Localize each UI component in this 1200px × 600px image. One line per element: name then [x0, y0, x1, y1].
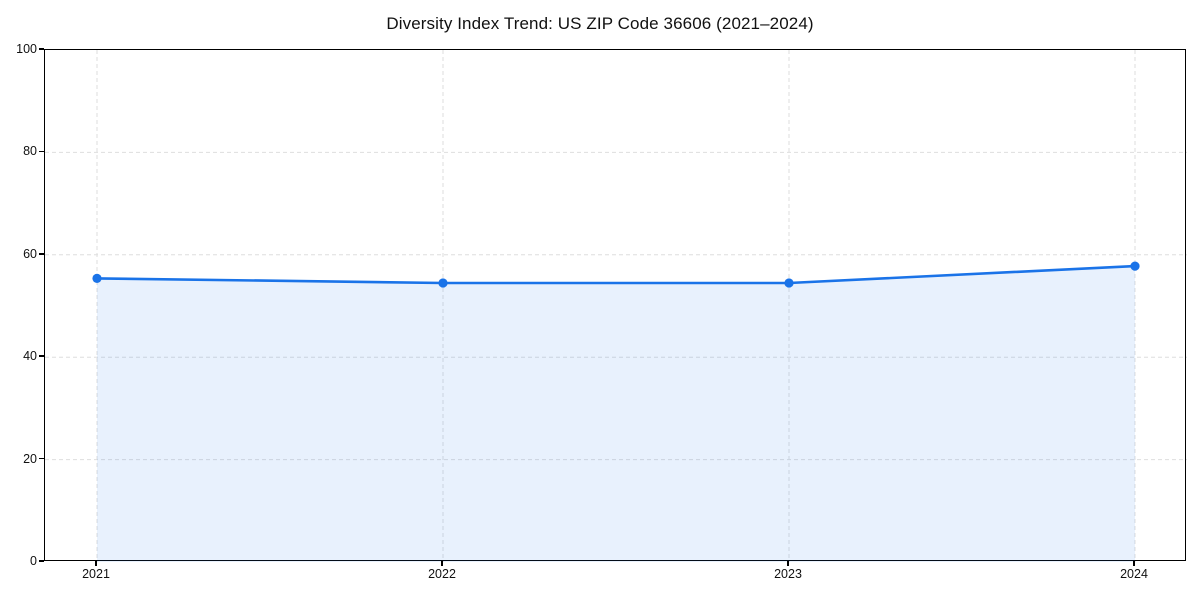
x-tick-mark [441, 561, 443, 566]
y-tick-mark [39, 253, 44, 255]
data-point [784, 278, 794, 288]
x-tick-mark [787, 561, 789, 566]
y-tick-mark [39, 457, 44, 460]
x-tick-mark [95, 561, 97, 566]
y-tick-mark [39, 560, 44, 562]
x-tick-label: 2022 [428, 567, 456, 581]
data-point [438, 278, 448, 288]
x-tick-label: 2023 [774, 567, 802, 581]
y-tick-label: 20 [23, 451, 37, 466]
area-fill [97, 266, 1135, 562]
y-tick-mark [39, 48, 44, 50]
y-tick-label: 40 [23, 349, 37, 364]
trend-line [95, 264, 1137, 285]
y-tick-label: 0 [30, 554, 37, 568]
y-tick-mark [39, 150, 44, 153]
chart-title: Diversity Index Trend: US ZIP Code 36606… [386, 14, 814, 33]
y-tick-mark [39, 355, 44, 357]
plot-area [44, 49, 1187, 562]
chart-canvas [45, 50, 1187, 562]
data-point [1130, 261, 1140, 271]
data-point [92, 273, 102, 283]
x-tick-mark [1133, 561, 1135, 566]
x-tick-label: 2024 [1120, 567, 1148, 581]
y-tick-label: 60 [23, 246, 37, 261]
y-tick-label: 100 [16, 42, 37, 56]
x-tick-label: 2021 [82, 567, 110, 581]
y-tick-label: 80 [23, 144, 37, 159]
